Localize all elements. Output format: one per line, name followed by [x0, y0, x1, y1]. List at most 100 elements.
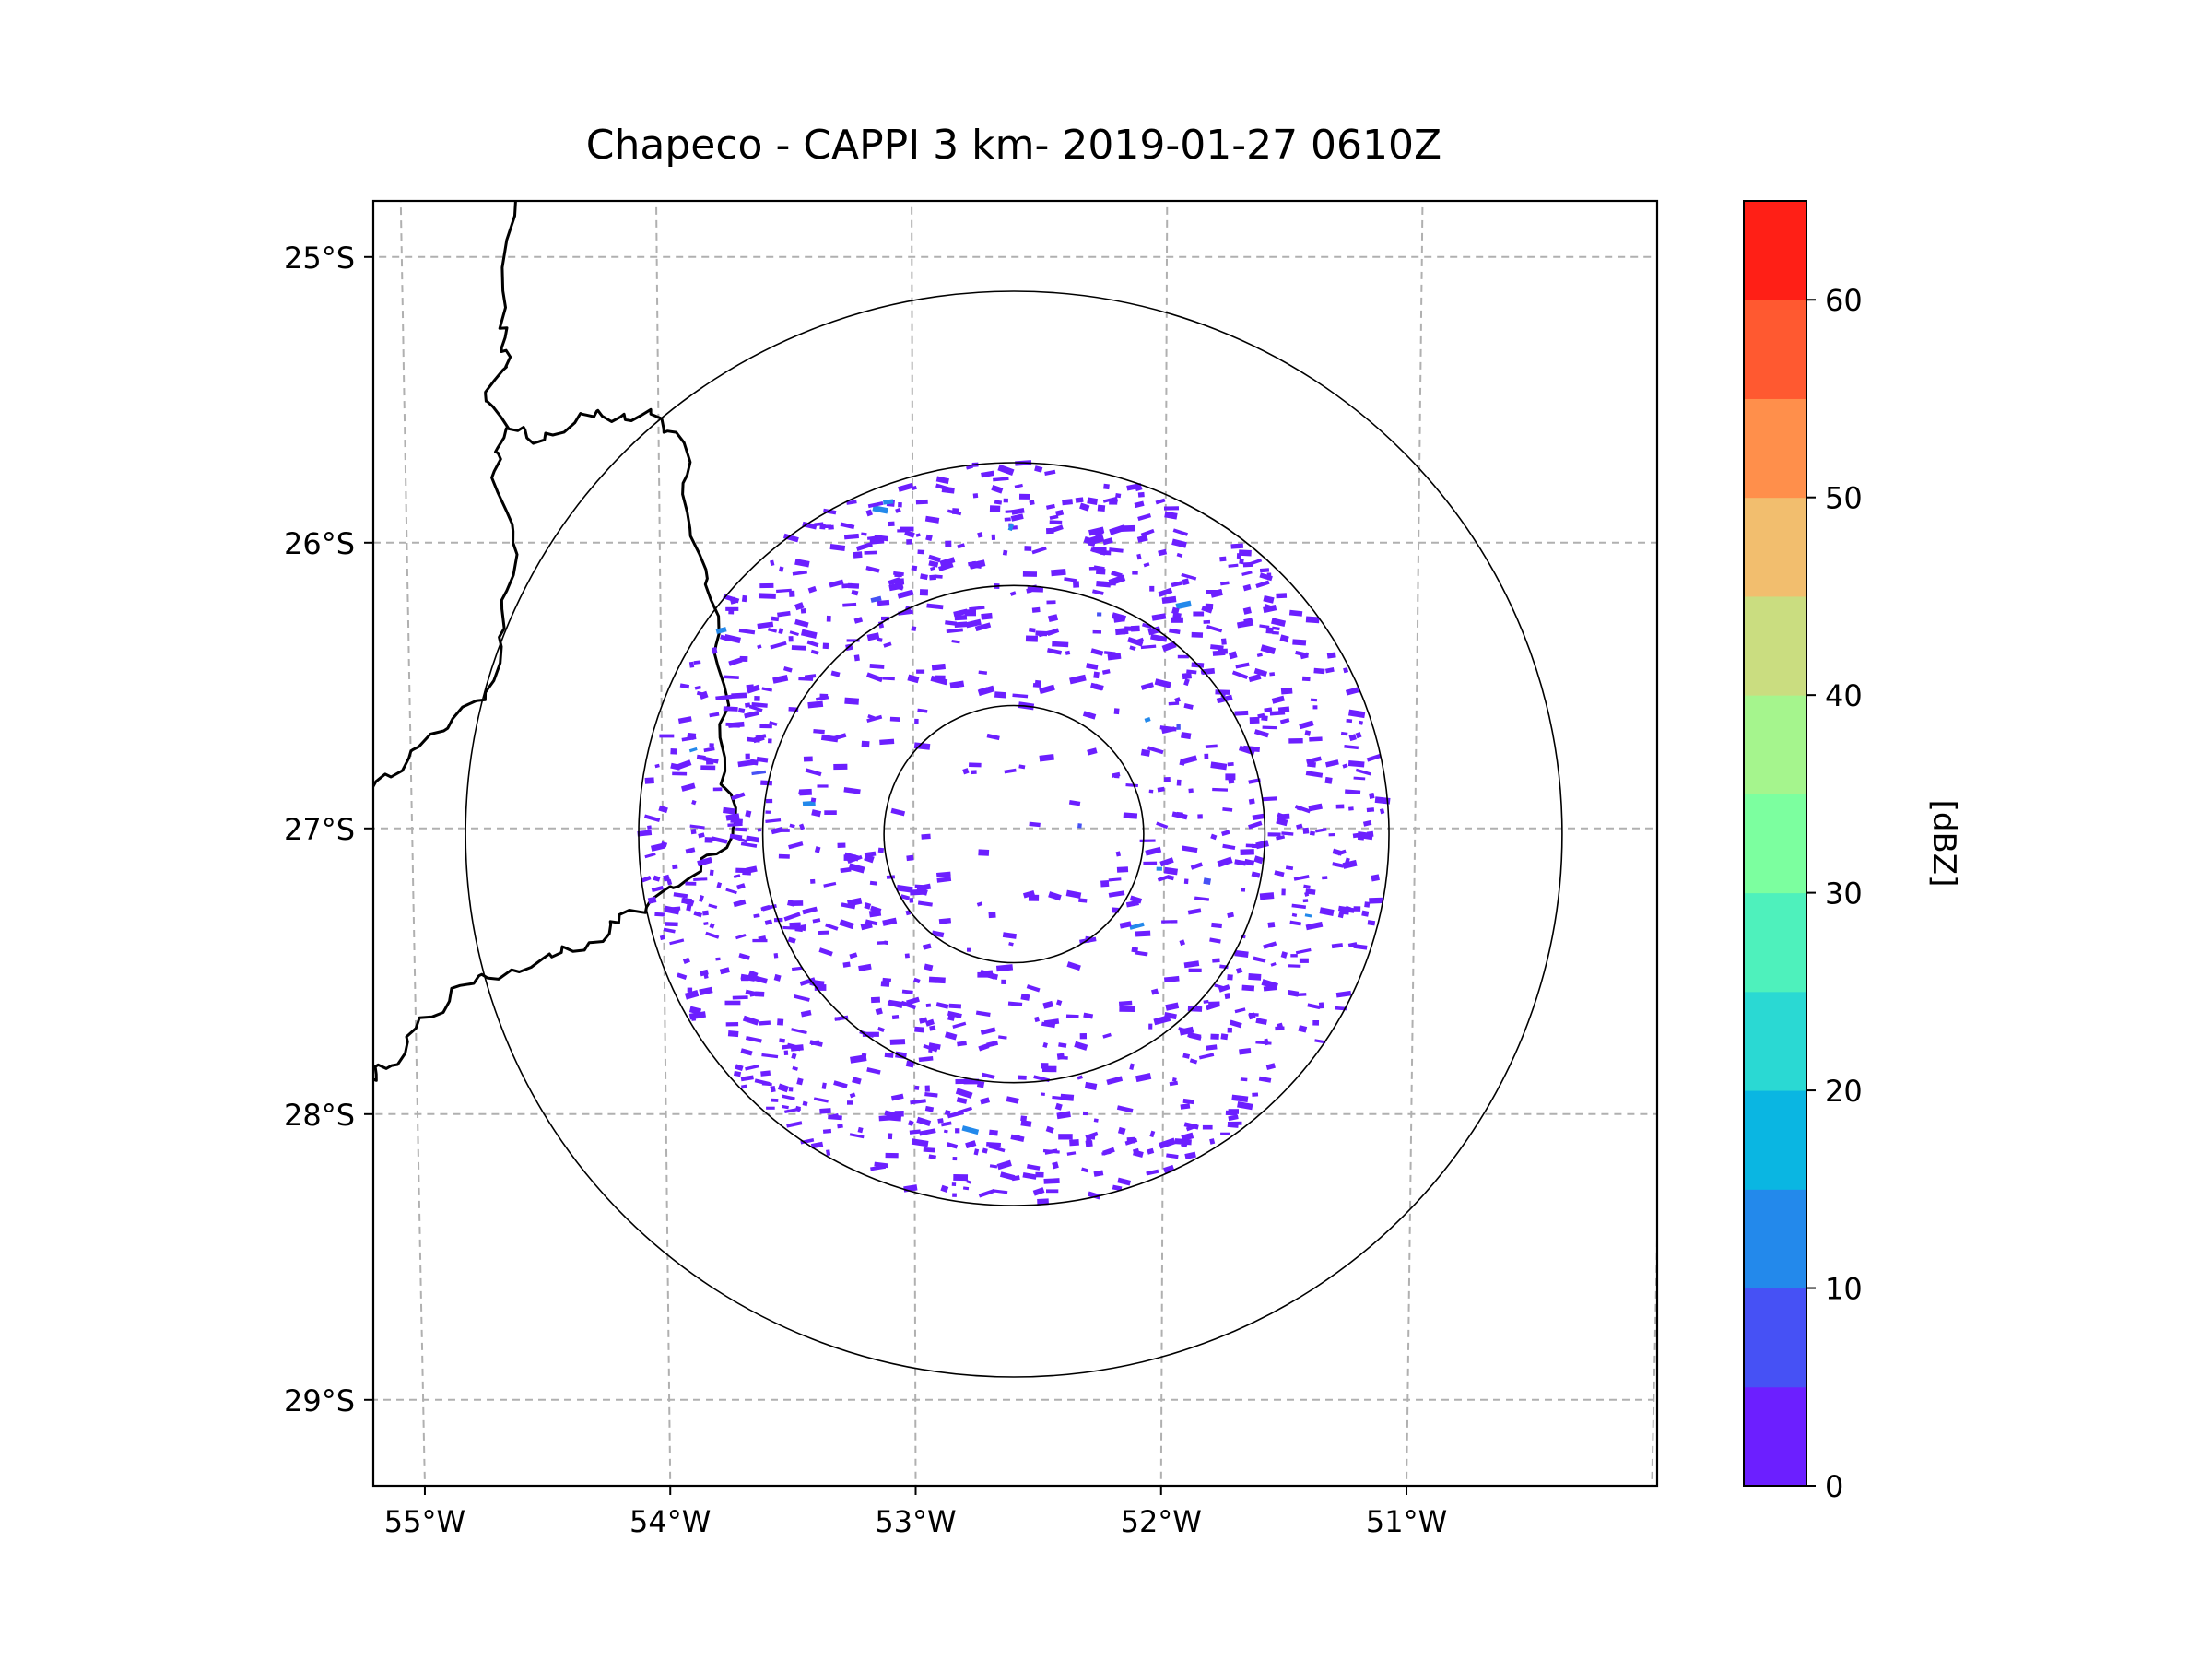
- echo-cell: [928, 976, 946, 984]
- echo-cell: [685, 847, 696, 854]
- echo-cell: [693, 660, 701, 665]
- echo-cell: [1228, 777, 1235, 784]
- echo-cell: [1042, 1000, 1053, 1009]
- echo-cell: [1238, 549, 1252, 557]
- echo-cell: [791, 1053, 797, 1060]
- echo-cell: [1043, 1178, 1060, 1184]
- echo-cell: [945, 540, 952, 547]
- echo-cell: [813, 1097, 829, 1103]
- echo-cell: [812, 918, 821, 924]
- echo-cell: [837, 1124, 843, 1129]
- echo-cell: [944, 1110, 951, 1116]
- echo-cell: [1146, 1169, 1159, 1176]
- echo-cell: [897, 589, 914, 599]
- echo-cell: [890, 1093, 904, 1101]
- echo-cell: [802, 1100, 808, 1107]
- echo-cell: [1061, 1055, 1068, 1060]
- echo-cell: [1265, 627, 1274, 634]
- echo-cell: [912, 977, 921, 984]
- echo-cell: [922, 943, 932, 950]
- echo-cell: [1209, 1138, 1216, 1145]
- echo-cell: [788, 636, 794, 642]
- echo-cell: [1253, 855, 1264, 865]
- echo-cell: [810, 1040, 820, 1046]
- echo-cell: [1062, 499, 1073, 506]
- echo-cell: [1235, 662, 1250, 669]
- echo-cell: [1090, 648, 1104, 656]
- echo-cell: [884, 1052, 894, 1058]
- echo-cell: [798, 789, 804, 795]
- echo-cell: [1227, 912, 1235, 918]
- echo-cell: [910, 1099, 926, 1105]
- echo-cell: [1210, 1033, 1219, 1040]
- echo-cell: [761, 1053, 779, 1059]
- echo-cell: [1163, 866, 1179, 876]
- echo-cell: [935, 476, 949, 485]
- echo-cell: [1263, 985, 1277, 992]
- echo-cell: [1022, 571, 1038, 577]
- echo-cell: [1205, 744, 1218, 749]
- echo-cell: [1069, 674, 1087, 685]
- echo-cell: [1229, 1019, 1242, 1029]
- echo-cell: [1176, 779, 1182, 786]
- echo-cell: [1203, 877, 1212, 886]
- echo-cell: [1136, 535, 1148, 543]
- echo-cell: [759, 1020, 771, 1026]
- echo-cell: [1256, 653, 1263, 658]
- echo-cell: [1144, 716, 1151, 723]
- echo-cell: [1362, 819, 1372, 827]
- echo-cell: [663, 927, 676, 934]
- echo-cell: [1046, 1189, 1059, 1194]
- echo-cell: [833, 763, 848, 771]
- echo-cell: [861, 740, 870, 748]
- echo-cell: [798, 677, 814, 681]
- echo-cell: [651, 885, 665, 893]
- echo-cell: [1234, 949, 1249, 958]
- echo-cell: [1259, 572, 1273, 582]
- longitude-gridline: [1159, 201, 1169, 1486]
- echo-cell: [1183, 703, 1194, 710]
- echo-cell: [1355, 731, 1362, 739]
- echo-cell: [962, 768, 970, 775]
- echo-cell: [972, 493, 979, 499]
- echo-cell: [1206, 590, 1222, 594]
- echo-cell: [1169, 1080, 1179, 1087]
- echo-cell: [1101, 669, 1111, 675]
- echo-cell: [1001, 979, 1006, 984]
- echo-cell: [791, 966, 803, 971]
- echo-cell: [1285, 865, 1294, 871]
- echo-cell: [1224, 993, 1230, 1000]
- echo-cell: [703, 922, 709, 925]
- echo-cell: [744, 702, 751, 708]
- echo-cell: [771, 826, 784, 835]
- echo-cell: [1203, 999, 1209, 1004]
- echo-cell: [980, 1027, 996, 1035]
- echo-cell: [672, 771, 688, 776]
- echo-cell: [754, 1078, 771, 1086]
- echo-cell: [647, 896, 657, 904]
- echo-cell: [1183, 878, 1189, 885]
- echo-cell: [802, 521, 818, 530]
- echo-cell: [1093, 671, 1100, 679]
- echo-cell: [1374, 796, 1391, 805]
- longitude-tick-label: 55°W: [384, 1504, 465, 1539]
- echo-cell: [1243, 618, 1253, 623]
- echo-cell: [882, 977, 892, 982]
- echo-cell: [883, 641, 892, 648]
- map-area: [373, 201, 1657, 1486]
- echo-cell: [1052, 641, 1069, 648]
- echo-cell: [760, 1070, 771, 1077]
- echo-cell: [882, 677, 895, 681]
- echo-cell: [1006, 1096, 1019, 1104]
- echo-cell: [1020, 1115, 1028, 1122]
- echo-cell: [1255, 580, 1270, 589]
- echo-cell: [644, 853, 656, 859]
- echo-cell: [800, 629, 818, 639]
- echo-cell: [1163, 975, 1180, 983]
- echo-cell: [1265, 1063, 1276, 1070]
- echo-cell: [778, 628, 784, 635]
- echo-cell: [988, 1145, 1006, 1153]
- echo-cell: [993, 477, 1009, 482]
- echo-cell: [1157, 786, 1165, 793]
- latitude-axis: 25°S 26°S 27°S 28°S 29°S: [284, 241, 373, 1418]
